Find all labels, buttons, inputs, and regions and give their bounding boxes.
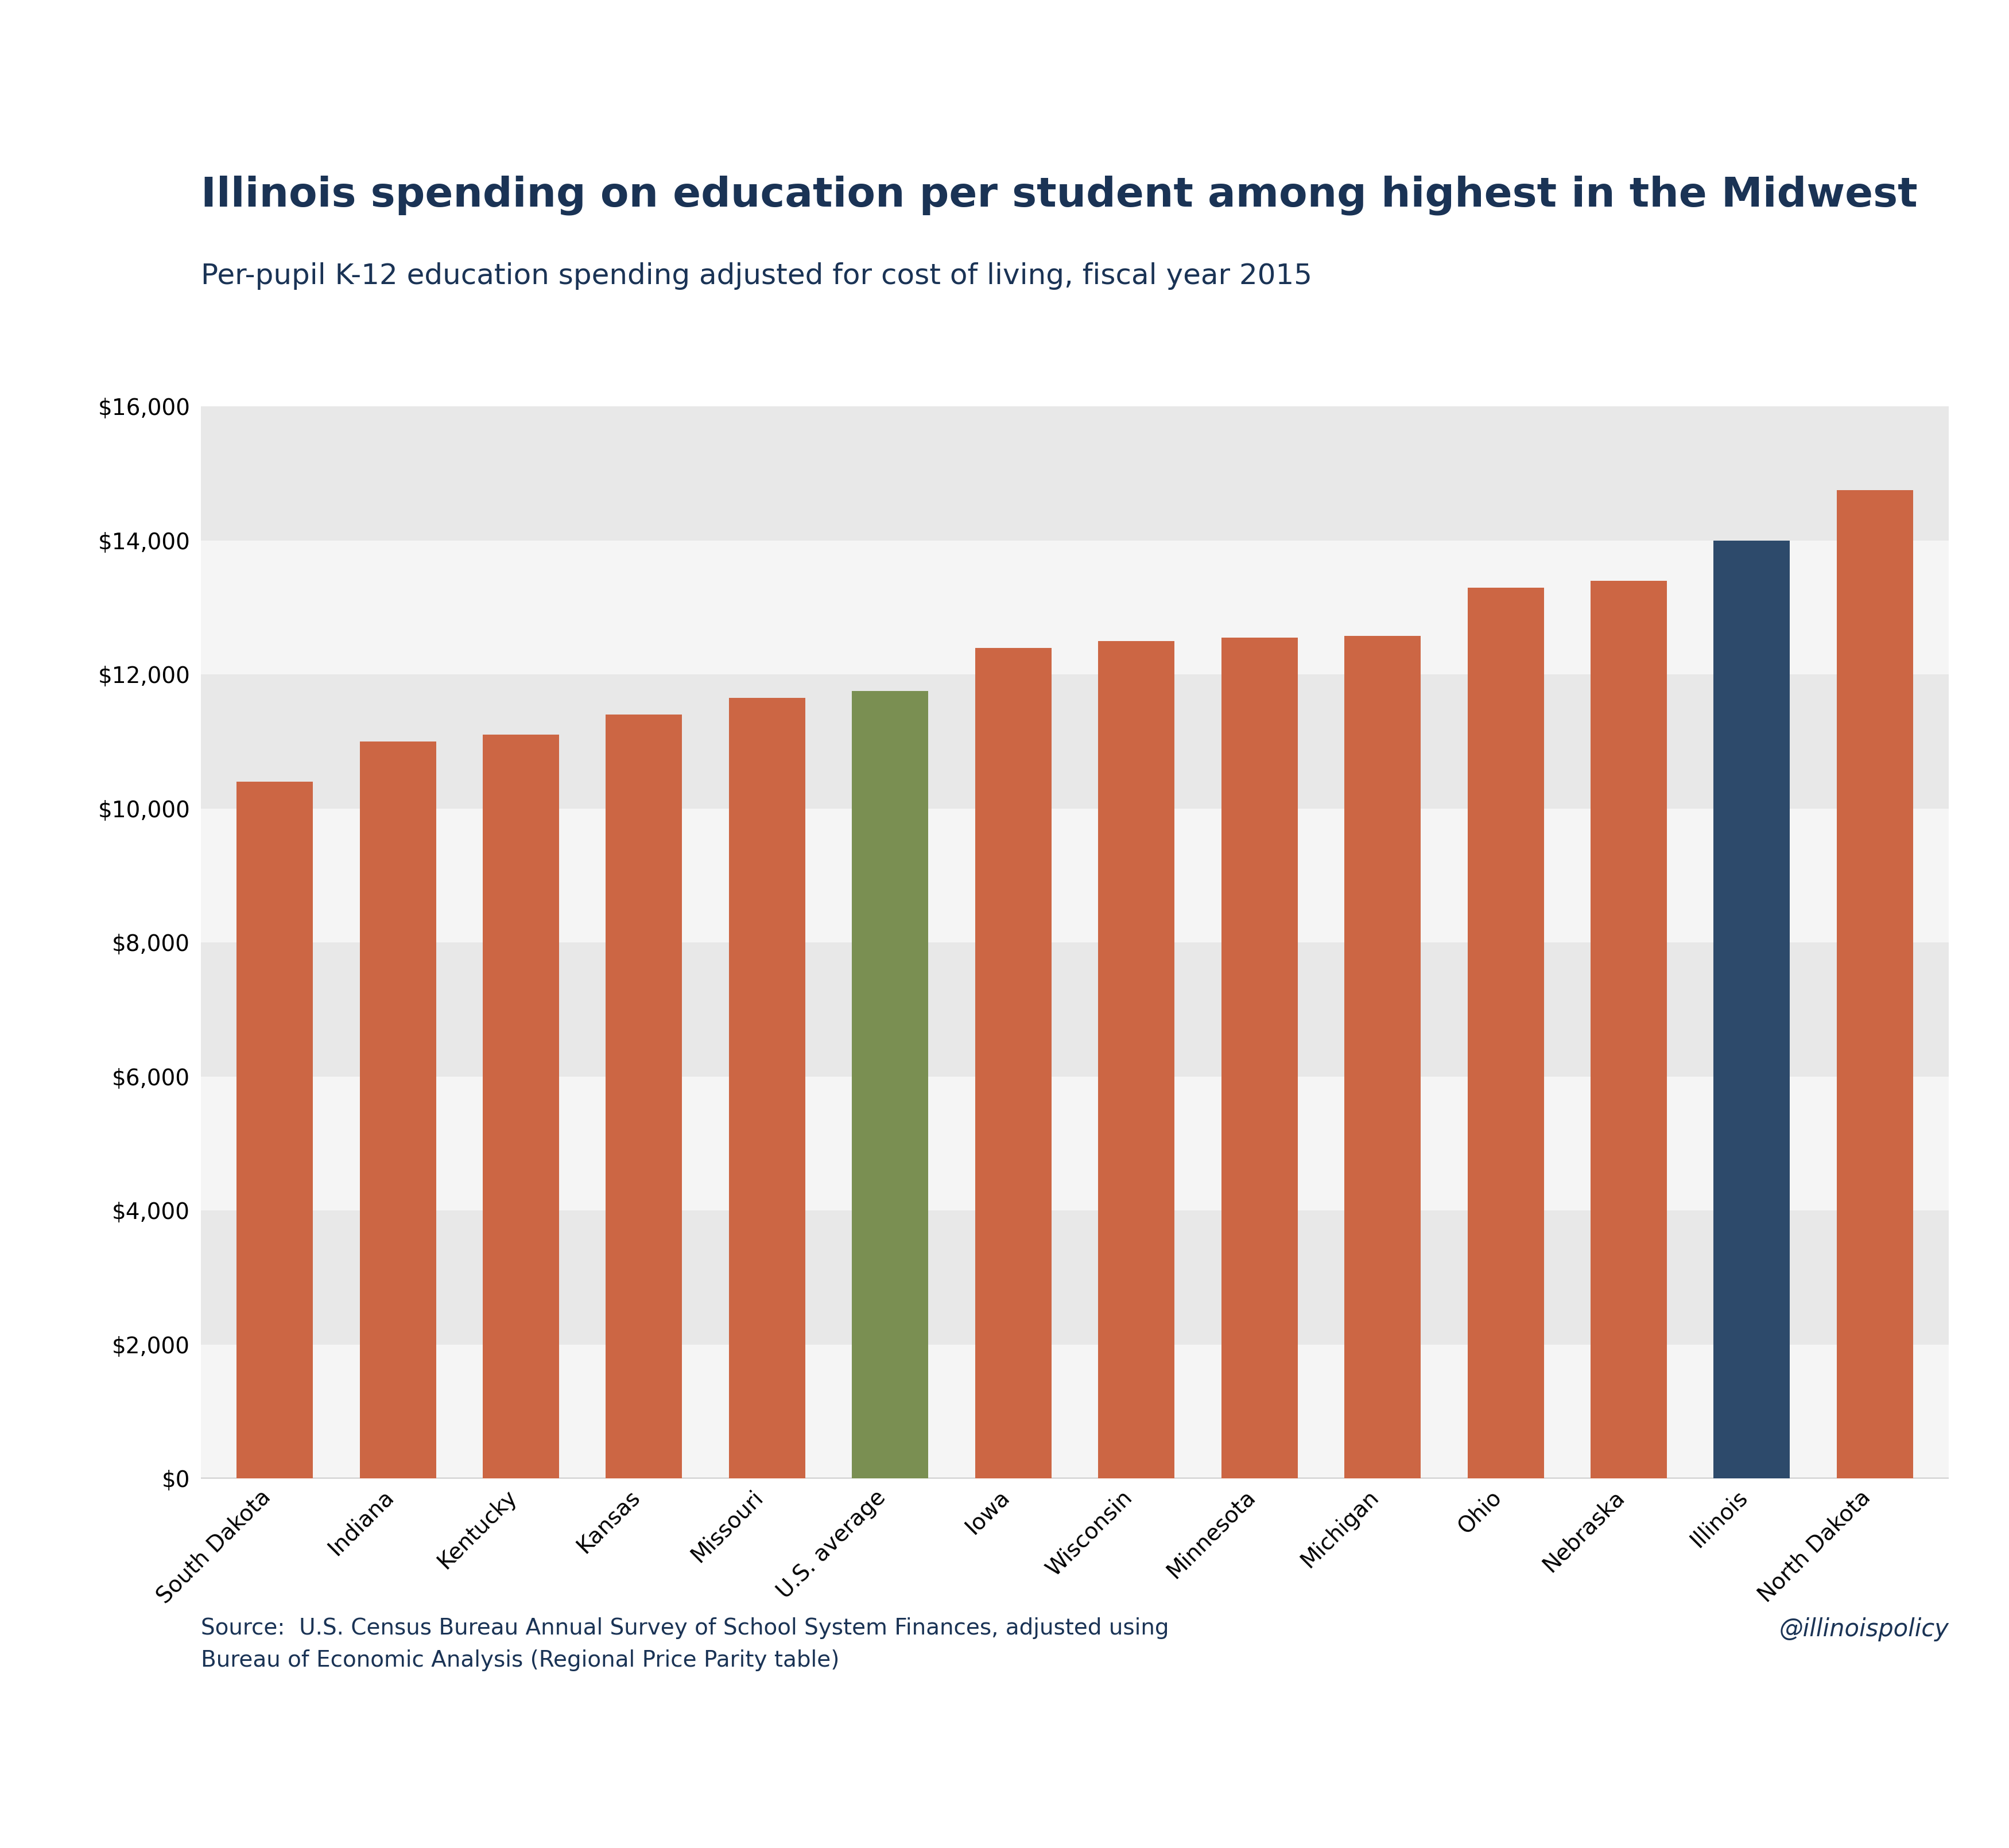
Text: Per-pupil K-12 education spending adjusted for cost of living, fiscal year 2015: Per-pupil K-12 education spending adjust… <box>201 262 1312 290</box>
Bar <box>237 782 313 1478</box>
Bar <box>607 715 683 1478</box>
Bar <box>201 942 1949 1076</box>
Bar <box>1591 580 1667 1478</box>
Bar <box>201 809 1949 942</box>
Bar <box>360 741 436 1478</box>
Bar <box>974 649 1051 1478</box>
Bar <box>201 1076 1949 1210</box>
Bar <box>201 540 1949 675</box>
Text: Source:  U.S. Census Bureau Annual Survey of School System Finances, adjusted us: Source: U.S. Census Bureau Annual Survey… <box>201 1617 1169 1671</box>
Bar <box>852 691 928 1478</box>
Bar <box>201 1345 1949 1478</box>
Text: @illinoispolicy: @illinoispolicy <box>1778 1617 1949 1641</box>
Bar <box>1714 540 1790 1478</box>
Bar <box>482 736 559 1478</box>
Bar <box>729 699 806 1478</box>
Bar <box>1467 588 1543 1478</box>
Bar <box>1221 638 1298 1478</box>
Bar <box>1344 636 1420 1478</box>
Bar <box>1836 490 1913 1478</box>
Text: Illinois spending on education per student among highest in the Midwest: Illinois spending on education per stude… <box>201 176 1917 216</box>
Bar <box>1099 641 1175 1478</box>
Bar <box>201 675 1949 808</box>
Bar <box>201 407 1949 540</box>
Bar <box>201 1210 1949 1345</box>
